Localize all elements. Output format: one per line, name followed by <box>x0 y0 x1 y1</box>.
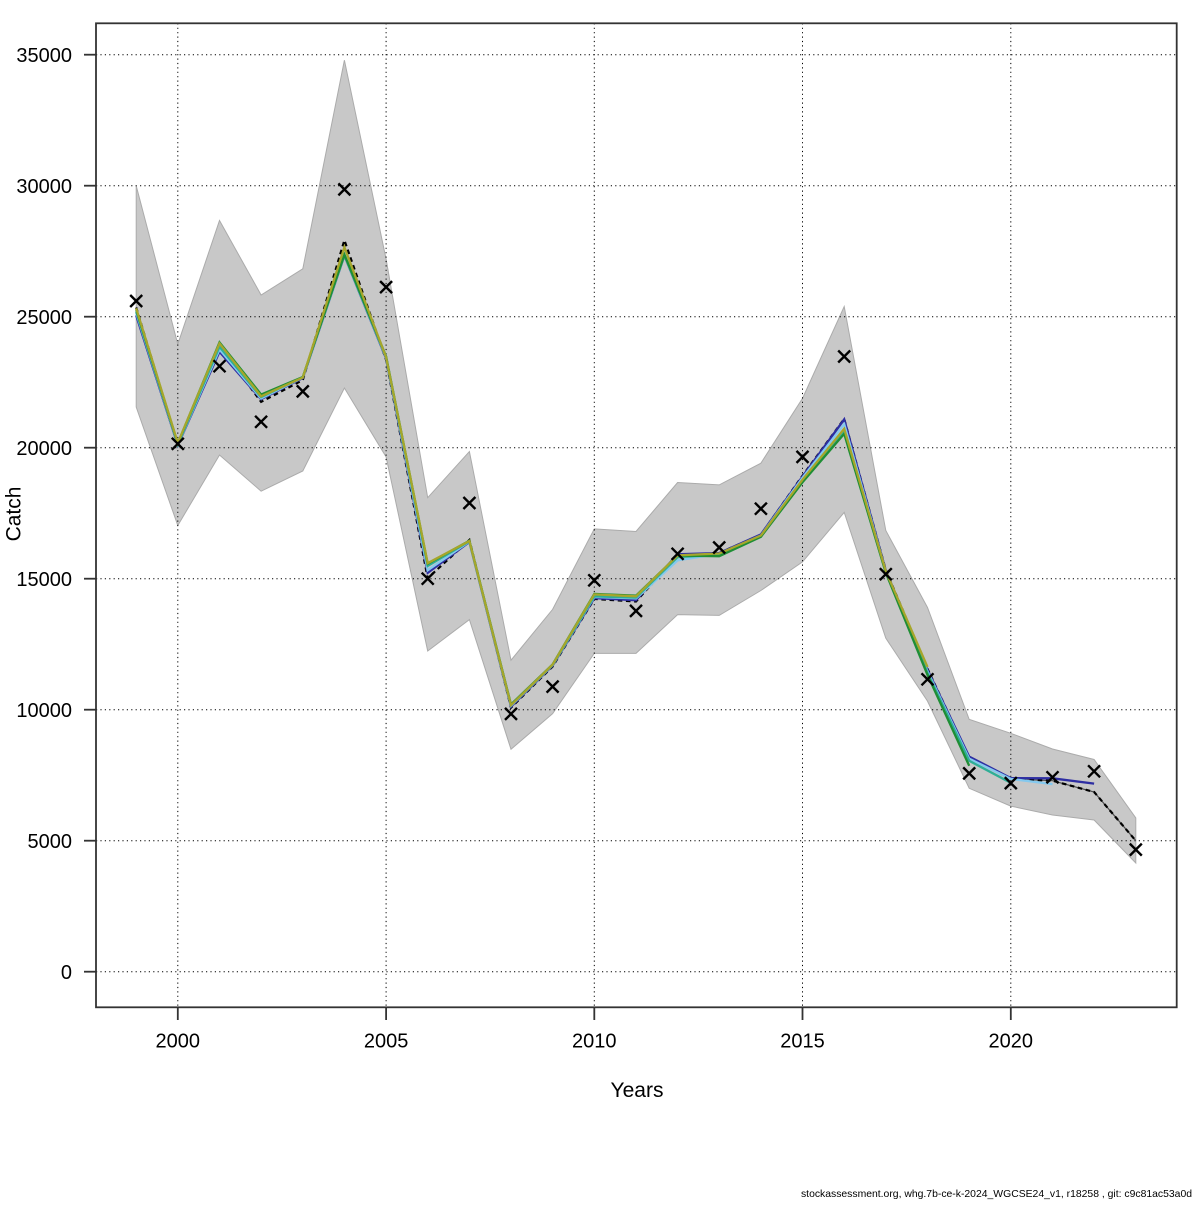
svg-text:2005: 2005 <box>364 1031 409 1053</box>
svg-text:0: 0 <box>61 962 72 984</box>
svg-text:2015: 2015 <box>780 1031 825 1053</box>
svg-text:2020: 2020 <box>989 1031 1034 1053</box>
svg-text:30000: 30000 <box>16 176 72 198</box>
svg-text:Years: Years <box>611 1079 664 1102</box>
svg-text:25000: 25000 <box>16 307 72 329</box>
svg-text:10000: 10000 <box>16 700 72 722</box>
svg-text:35000: 35000 <box>16 45 72 67</box>
svg-text:stockassessment.org, whg.7b-ce: stockassessment.org, whg.7b-ce-k-2024_WG… <box>801 1189 1192 1200</box>
svg-text:Catch: Catch <box>3 487 26 542</box>
svg-text:20000: 20000 <box>16 438 72 460</box>
svg-text:5000: 5000 <box>28 831 73 853</box>
svg-text:2010: 2010 <box>572 1031 617 1053</box>
svg-text:2000: 2000 <box>156 1031 201 1053</box>
svg-text:15000: 15000 <box>16 569 72 591</box>
